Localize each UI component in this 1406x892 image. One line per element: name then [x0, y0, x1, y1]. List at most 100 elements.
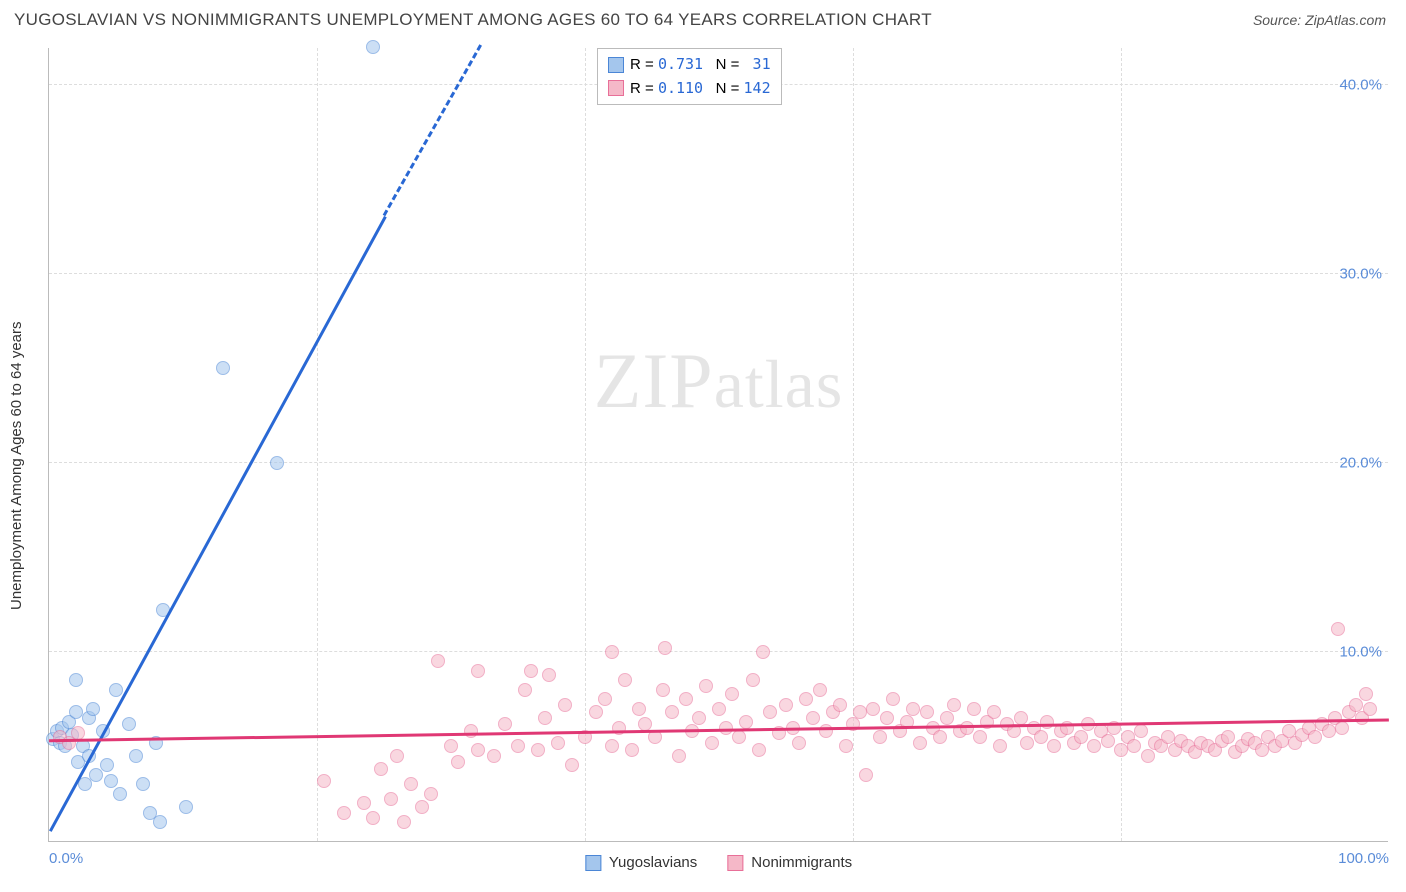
data-point: [920, 705, 934, 719]
data-point: [337, 806, 351, 820]
data-point: [679, 692, 693, 706]
data-point: [1331, 622, 1345, 636]
data-point: [705, 736, 719, 750]
data-point: [913, 736, 927, 750]
data-point: [712, 702, 726, 716]
data-point: [799, 692, 813, 706]
data-point: [366, 40, 380, 54]
data-point: [424, 787, 438, 801]
legend-row: R = 0.110 N = 142: [608, 77, 771, 101]
legend-stats: R = 0.110 N = 142: [630, 77, 771, 101]
data-point: [699, 679, 713, 693]
ytick-label: 20.0%: [1339, 454, 1382, 471]
data-point: [732, 730, 746, 744]
data-point: [444, 739, 458, 753]
legend-swatch: [727, 855, 743, 871]
data-point: [542, 668, 556, 682]
data-point: [384, 792, 398, 806]
data-point: [558, 698, 572, 712]
data-point: [692, 711, 706, 725]
data-point: [1134, 724, 1148, 738]
data-point: [431, 654, 445, 668]
data-point: [833, 698, 847, 712]
data-point: [179, 800, 193, 814]
legend-label: Nonimmigrants: [751, 854, 852, 871]
data-point: [1127, 739, 1141, 753]
data-point: [739, 715, 753, 729]
data-point: [104, 774, 118, 788]
data-point: [839, 739, 853, 753]
legend-swatch: [585, 855, 601, 871]
data-point: [763, 705, 777, 719]
data-point: [129, 749, 143, 763]
data-point: [589, 705, 603, 719]
data-point: [464, 724, 478, 738]
data-point: [487, 749, 501, 763]
data-point: [756, 645, 770, 659]
gridline-h: [49, 273, 1388, 274]
data-point: [605, 739, 619, 753]
data-point: [518, 683, 532, 697]
data-point: [122, 717, 136, 731]
xtick-label: 100.0%: [1338, 850, 1389, 867]
data-point: [1047, 739, 1061, 753]
data-point: [665, 705, 679, 719]
data-point: [471, 743, 485, 757]
data-point: [404, 777, 418, 791]
data-point: [873, 730, 887, 744]
data-point: [69, 705, 83, 719]
legend-swatch: [608, 57, 624, 73]
data-point: [792, 736, 806, 750]
data-point: [1020, 736, 1034, 750]
data-point: [366, 811, 380, 825]
chart-title: YUGOSLAVIAN VS NONIMMIGRANTS UNEMPLOYMEN…: [14, 10, 932, 30]
data-point: [86, 702, 100, 716]
data-point: [498, 717, 512, 731]
data-point: [524, 664, 538, 678]
data-point: [1349, 698, 1363, 712]
data-point: [866, 702, 880, 716]
data-point: [632, 702, 646, 716]
data-point: [270, 456, 284, 470]
data-point: [390, 749, 404, 763]
data-point: [1114, 743, 1128, 757]
source-label: Source: ZipAtlas.com: [1253, 12, 1386, 28]
data-point: [216, 361, 230, 375]
data-point: [947, 698, 961, 712]
gridline-v: [585, 48, 586, 841]
trend-line-dashed: [383, 45, 482, 217]
gridline-v: [317, 48, 318, 841]
data-point: [109, 683, 123, 697]
data-point: [933, 730, 947, 744]
data-point: [940, 711, 954, 725]
ytick-label: 30.0%: [1339, 265, 1382, 282]
data-point: [1101, 734, 1115, 748]
data-point: [1141, 749, 1155, 763]
legend-row: R = 0.731 N = 31: [608, 53, 771, 77]
data-point: [1308, 730, 1322, 744]
data-point: [511, 739, 525, 753]
ytick-label: 40.0%: [1339, 76, 1382, 93]
data-point: [1221, 730, 1235, 744]
data-point: [853, 705, 867, 719]
data-point: [1335, 721, 1349, 735]
data-point: [967, 702, 981, 716]
data-point: [100, 758, 114, 772]
data-point: [1363, 702, 1377, 716]
data-point: [397, 815, 411, 829]
data-point: [779, 698, 793, 712]
data-point: [153, 815, 167, 829]
data-point: [725, 687, 739, 701]
data-point: [1074, 730, 1088, 744]
data-point: [1322, 724, 1336, 738]
gridline-h: [49, 651, 1388, 652]
data-point: [471, 664, 485, 678]
data-point: [113, 787, 127, 801]
data-point: [357, 796, 371, 810]
data-point: [752, 743, 766, 757]
data-point: [719, 721, 733, 735]
data-point: [886, 692, 900, 706]
data-point: [1359, 687, 1373, 701]
data-point: [638, 717, 652, 731]
data-point: [565, 758, 579, 772]
